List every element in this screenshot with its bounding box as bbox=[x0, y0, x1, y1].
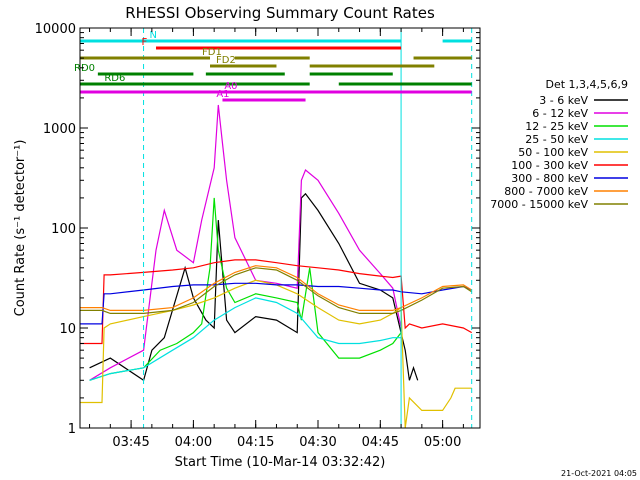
flag-label-f: F bbox=[142, 37, 148, 48]
series-line-3 bbox=[89, 197, 402, 381]
series-layer bbox=[80, 104, 473, 429]
legend-label-2: 6 - 12 keV bbox=[532, 107, 588, 120]
y-tick-label-100: 100 bbox=[51, 222, 76, 237]
x-tick-label-0500: 05:00 bbox=[424, 435, 461, 450]
legend-label-6: 100 - 300 keV bbox=[511, 159, 588, 172]
x-tick-label-0415: 04:15 bbox=[237, 435, 274, 450]
markers-layer bbox=[143, 28, 473, 428]
y-tick-label-10000: 10000 bbox=[35, 22, 76, 37]
series-line-1 bbox=[89, 192, 419, 382]
y-tick-label-1000: 1000 bbox=[43, 122, 76, 137]
y-tick-label-1: 1 bbox=[68, 422, 76, 437]
chart-title: RHESSI Observing Summary Count Rates bbox=[125, 4, 435, 22]
series-line-7 bbox=[80, 282, 472, 325]
x-tick-label-0400: 04:00 bbox=[175, 435, 212, 450]
legend-title: Det 1,3,4,5,6,9 bbox=[545, 78, 628, 91]
series-line-5 bbox=[80, 279, 472, 429]
legend-label-3: 12 - 25 keV bbox=[525, 120, 588, 133]
footer-date: 21-Oct-2021 04:05 bbox=[561, 469, 637, 478]
series-line-2 bbox=[89, 104, 402, 381]
x-tick-label-0445: 04:45 bbox=[362, 435, 399, 450]
x-tick-label-0345: 03:45 bbox=[112, 435, 149, 450]
y-tick-label-10: 10 bbox=[59, 322, 76, 337]
series-line-4 bbox=[89, 297, 402, 381]
y-axis-label: Count Rate (s⁻¹ detector⁻¹) bbox=[13, 140, 28, 317]
series-line-6 bbox=[80, 259, 472, 345]
flag-label-rd0: RD0 bbox=[74, 63, 95, 74]
x-axis-label: Start Time (10-Mar-14 03:32:42) bbox=[175, 455, 386, 470]
flag-label-fd1: FD1 bbox=[202, 47, 222, 58]
flag-label-rd6: RD6 bbox=[104, 73, 125, 84]
series-line-8 bbox=[80, 265, 473, 311]
x-tick-label-0430: 04:30 bbox=[299, 435, 336, 450]
legend-label-7: 300 - 800 keV bbox=[511, 172, 588, 185]
legend-label-4: 25 - 50 keV bbox=[525, 133, 588, 146]
legend-label-9: 7000 - 15000 keV bbox=[490, 198, 588, 211]
legend-label-8: 800 - 7000 keV bbox=[504, 185, 588, 198]
legend-label-5: 50 - 100 keV bbox=[518, 146, 588, 159]
flag-label-a1: A1 bbox=[216, 89, 229, 100]
legend-label-1: 3 - 6 keV bbox=[539, 94, 588, 107]
flag-label-n: N bbox=[150, 30, 157, 41]
flag-label-a0: A0 bbox=[224, 81, 237, 92]
flag-label-fd2: FD2 bbox=[216, 55, 236, 66]
axes-layer: 1 10 100 1000 10000 03:45 04:00 04:15 04:30 04:45… bbox=[35, 22, 480, 450]
series-line-9 bbox=[80, 267, 473, 314]
